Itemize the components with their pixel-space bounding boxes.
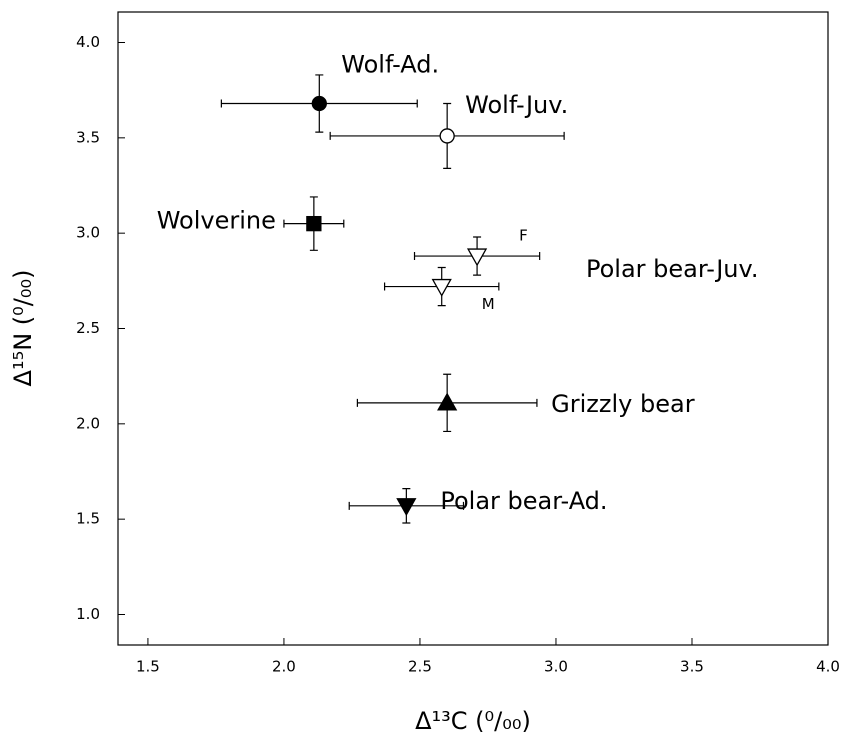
y-tick-label: 1.0 [76,605,100,623]
point [306,215,322,232]
point [439,128,455,144]
annotation: Polar bear-Juv. [586,255,758,283]
point-label: Wolf-Juv. [465,91,568,119]
y-tick-label: 3.5 [76,128,100,146]
point [431,278,452,297]
x-tick-label: 3.0 [544,658,568,676]
y-tick-label: 1.5 [76,510,100,528]
y-tick-label: 2.0 [76,414,100,432]
y-tick-label: 4.0 [76,33,100,51]
point-label: Wolf-Ad. [341,51,439,79]
point-label: M [482,295,495,313]
point-label: Grizzly bear [551,390,695,418]
x-tick-label: 1.5 [136,658,160,676]
x-tick-label: 4.0 [816,658,840,676]
x-tick-label: 2.0 [272,658,296,676]
point-label: F [519,227,528,245]
x-axis-label: Δ¹³C (⁰/₀₀) [415,707,531,735]
point [396,498,417,517]
x-tick-label: 2.5 [408,658,432,676]
point-label: Polar bear-Ad. [440,487,607,515]
y-tick-label: 2.5 [76,319,100,337]
point-label: Wolverine [157,207,276,235]
y-tick-label: 3.0 [76,224,100,242]
point [466,248,488,267]
point [437,392,458,411]
x-tick-label: 3.5 [680,658,704,676]
y-axis-label: Δ¹⁵N (⁰/₀₀) [9,270,37,387]
point [311,95,327,112]
